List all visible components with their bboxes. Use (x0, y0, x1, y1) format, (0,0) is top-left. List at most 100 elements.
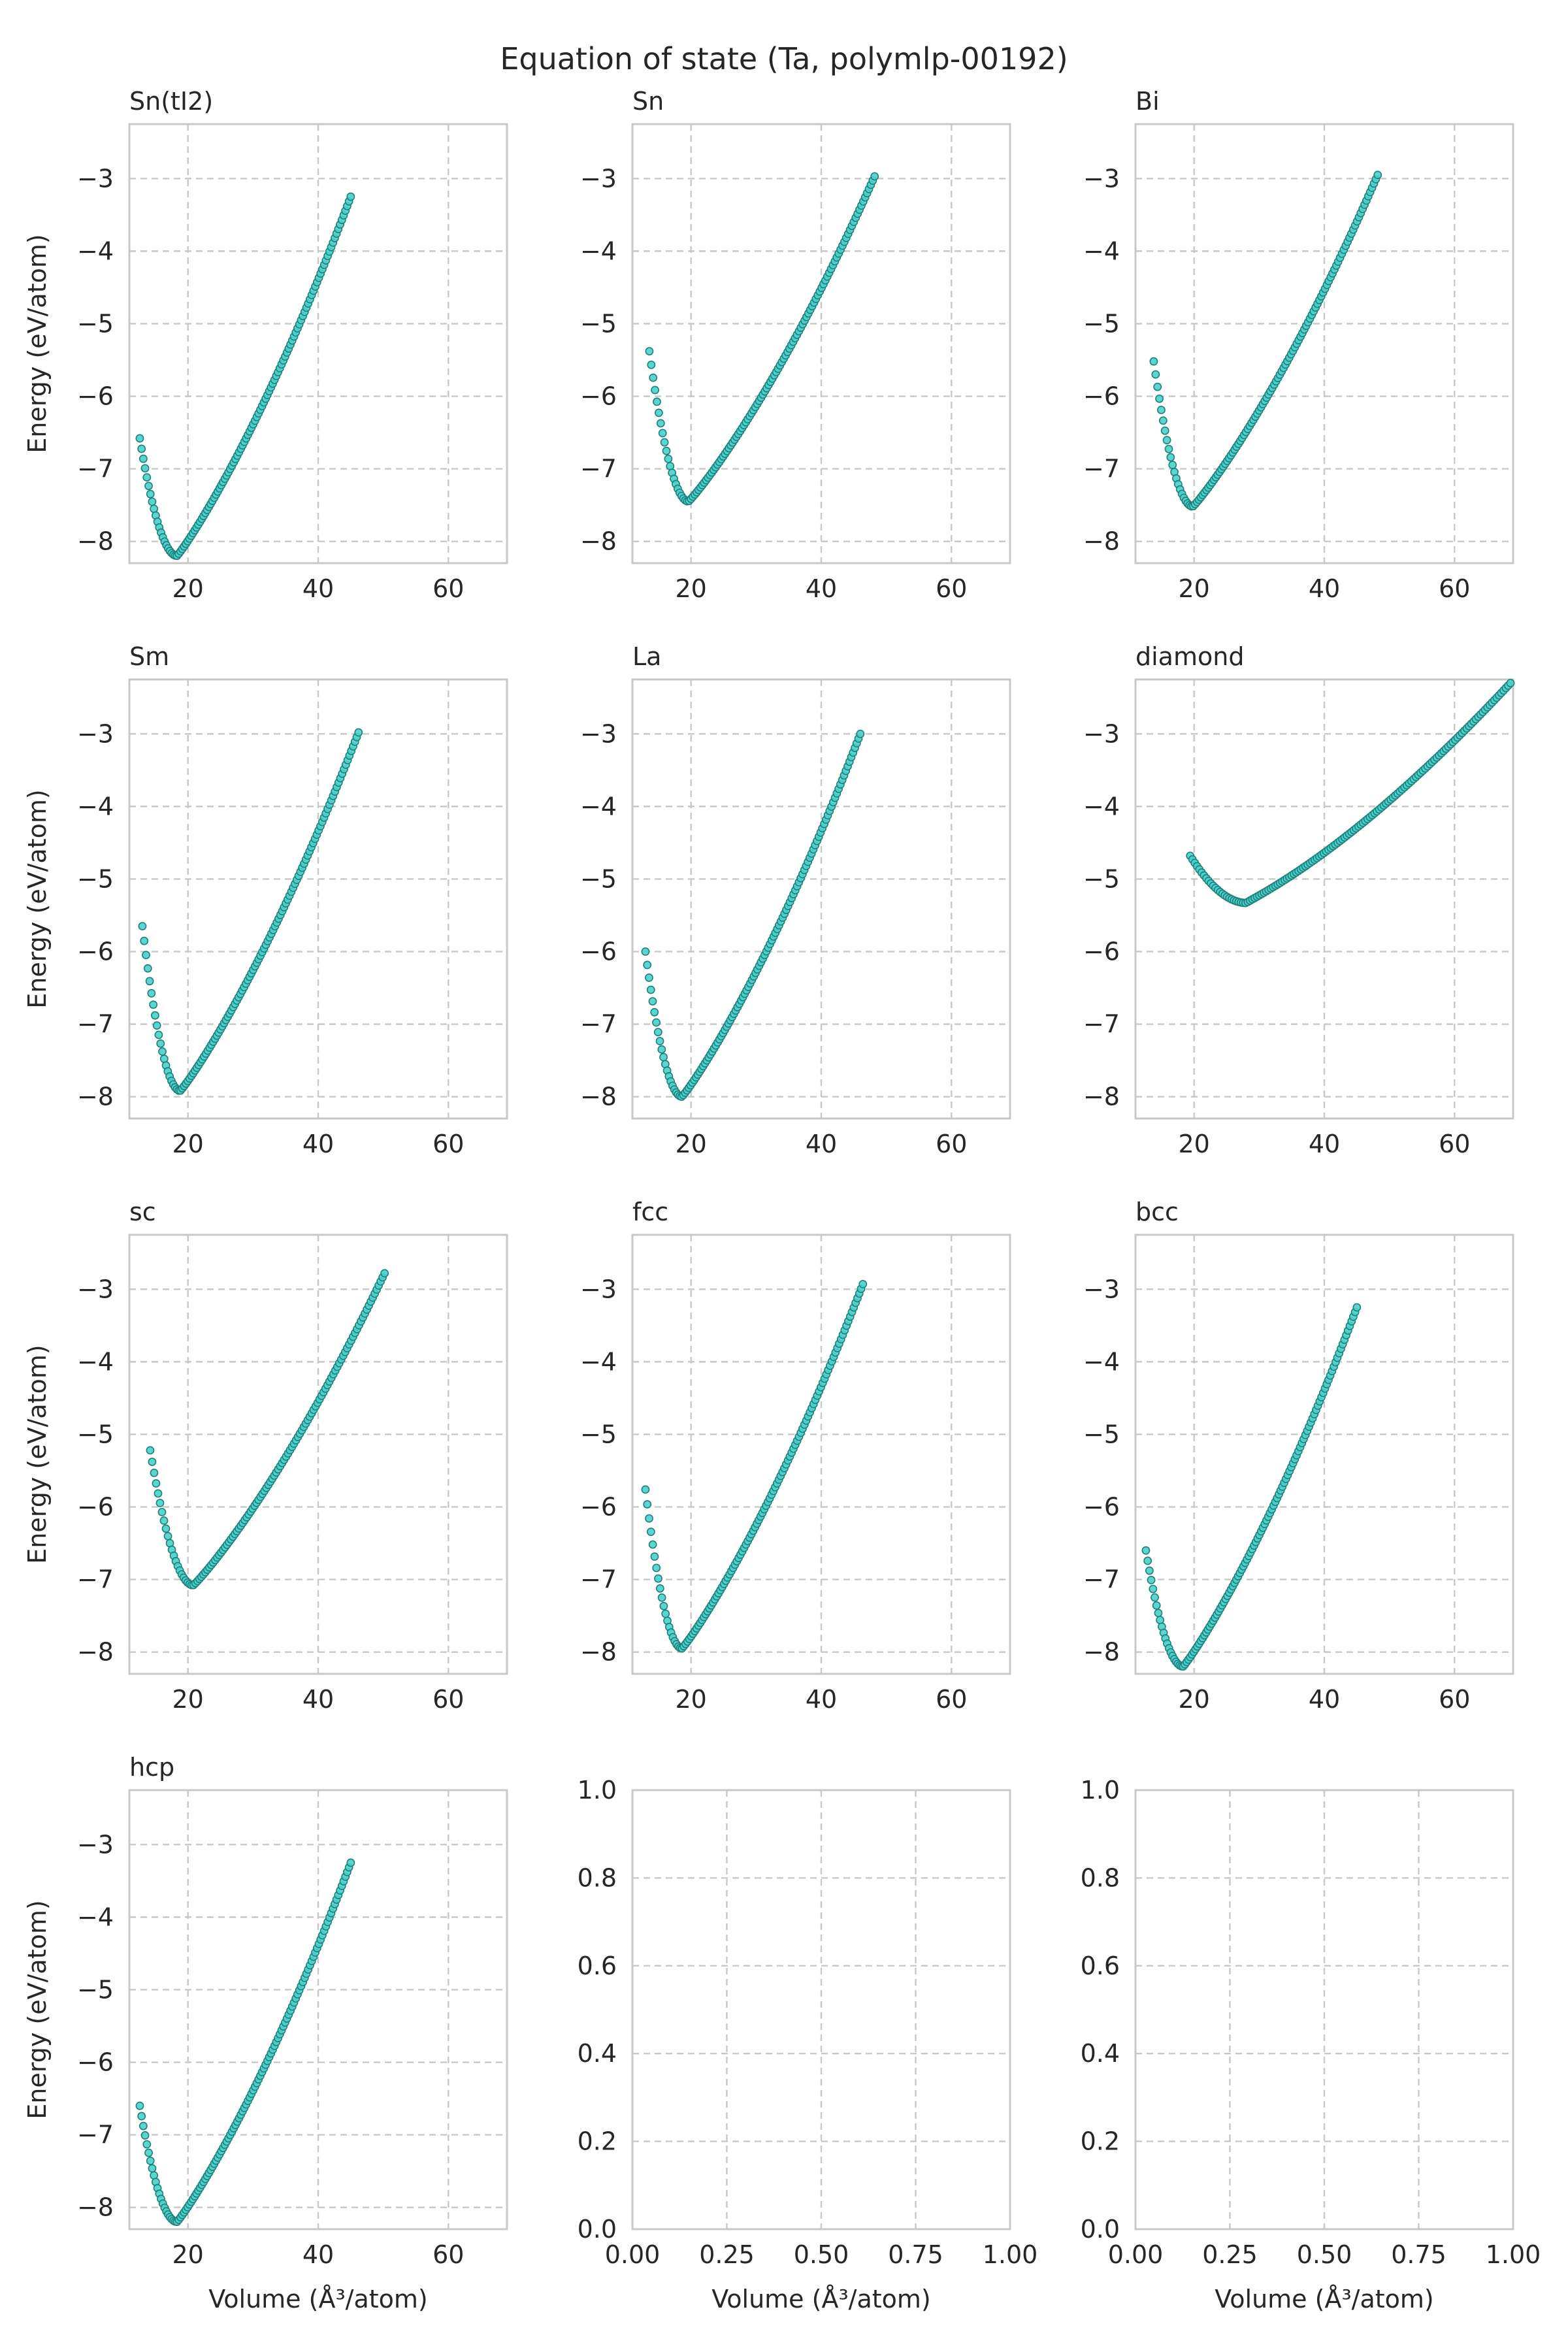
x-tick-label: 0.75 (1391, 2240, 1446, 2269)
data-point (650, 1007, 659, 1017)
x-tick-label: 20 (172, 1130, 204, 1158)
y-tick-label: −7 (580, 455, 617, 483)
data-point (135, 434, 144, 443)
data-point (870, 172, 879, 181)
subplot-empty-10: 0.00 0.25 0.50 0.75 1.00 0.0 0.2 0.4 0.6 0.8 1.0 Vo… (578, 1776, 1038, 2313)
data-point (143, 964, 152, 973)
axes-frame (631, 123, 1011, 564)
y-tick-label: −3 (580, 1275, 617, 1303)
y-tick-label: −4 (1083, 792, 1120, 821)
y-tick-label: −3 (77, 1275, 114, 1303)
y-axis-label: Energy (eV/atom) (23, 789, 52, 1008)
data-point (655, 408, 663, 417)
data-point (156, 1039, 165, 1048)
data-point (139, 454, 148, 463)
data-point (662, 446, 671, 455)
y-tick-label: −4 (77, 792, 114, 821)
data-point (1145, 1566, 1154, 1575)
axes-frame (128, 123, 508, 564)
y-tick-label: −7 (1083, 1010, 1120, 1039)
data-point (649, 373, 658, 382)
y-tick-label: −3 (77, 164, 114, 193)
x-tick-label: 60 (433, 2240, 464, 2269)
data-point (646, 1527, 655, 1537)
data-point (659, 1601, 668, 1610)
data-point (161, 1524, 171, 1533)
data-point (646, 985, 655, 994)
y-tick-label: −6 (580, 382, 617, 411)
data-point (653, 1028, 662, 1037)
data-point (148, 497, 157, 506)
y-tick-label: −6 (1083, 1493, 1120, 1522)
subplot-title: Sn (632, 87, 664, 116)
y-axis-label: Energy (eV/atom) (23, 1345, 52, 1563)
x-tick-label: 60 (1439, 1685, 1470, 1714)
data-point (137, 444, 146, 453)
y-tick-label: −8 (77, 2193, 114, 2222)
y-tick-label: −8 (580, 1638, 617, 1667)
data-series (1149, 171, 1382, 511)
x-axis-label: Volume (Å³/atom) (711, 2285, 931, 2313)
data-point (660, 438, 669, 447)
data-point (152, 1479, 161, 1488)
x-tick-label: 60 (1439, 1130, 1470, 1158)
x-tick-label: 0.75 (888, 2240, 943, 2269)
x-tick-label: 40 (806, 574, 837, 603)
data-point (140, 2131, 150, 2140)
data-point (137, 2112, 146, 2121)
data-point (1160, 426, 1169, 435)
data-point (147, 988, 156, 998)
data-point (142, 473, 152, 482)
y-tick-label: 0.0 (1081, 2215, 1120, 2244)
y-tick-label: −6 (580, 1493, 617, 1522)
data-point (1352, 1303, 1362, 1312)
x-tick-label: 40 (806, 1685, 837, 1714)
y-tick-label: −3 (77, 1830, 114, 1859)
subplot-title: hcp (129, 1753, 174, 1782)
data-point (354, 728, 363, 737)
subplot-hcp: 20 40 60 −8 −7 −6 −5 −4 −3 hcp Energy (eV/atom) Vol… (23, 1753, 508, 2313)
subplot-title: fcc (632, 1198, 668, 1226)
data-series (645, 172, 879, 506)
subplot-la: 20 40 60 −8 −7 −6 −5 −4 −3 La (580, 642, 1011, 1158)
data-point (645, 973, 653, 982)
data-point (138, 922, 147, 931)
x-tick-label: 20 (676, 1685, 707, 1714)
data-point (658, 429, 667, 438)
data-series (135, 192, 355, 561)
subplot-fcc: 20 40 60 −8 −7 −6 −5 −4 −3 fcc (580, 1198, 1011, 1714)
x-tick-label: 20 (676, 1130, 707, 1158)
data-point (150, 504, 159, 514)
x-tick-label: 20 (676, 574, 707, 603)
data-point (664, 454, 673, 463)
y-tick-label: 0.4 (1081, 2039, 1120, 2068)
data-point (145, 977, 154, 986)
y-tick-label: −4 (77, 1903, 114, 1931)
axes-frame (128, 678, 508, 1120)
subplot-bi: 20 40 60 −8 −7 −6 −5 −4 −3 Bi (1083, 87, 1514, 603)
y-tick-label: −6 (77, 1493, 114, 1522)
y-tick-label: −4 (1083, 1347, 1120, 1376)
axes-frame (1134, 1233, 1514, 1675)
x-tick-label: 60 (1439, 574, 1470, 603)
y-tick-label: 0.0 (578, 2215, 617, 2244)
y-tick-label: −7 (77, 1565, 114, 1594)
data-point (146, 489, 155, 498)
y-tick-label: −7 (77, 455, 114, 483)
subplot-title: diamond (1135, 642, 1244, 671)
y-tick-label: −5 (580, 1420, 617, 1448)
x-tick-label: 0.00 (605, 2240, 661, 2269)
y-tick-label: −5 (580, 309, 617, 338)
data-point (142, 951, 150, 960)
x-axis-label: Volume (Å³/atom) (208, 2285, 428, 2313)
y-tick-label: −7 (580, 1565, 617, 1594)
data-point (380, 1269, 389, 1278)
data-point (1162, 436, 1171, 445)
y-tick-label: −4 (580, 237, 617, 265)
data-point (652, 1563, 661, 1573)
data-series (1186, 679, 1515, 907)
data-point (1158, 416, 1168, 425)
data-point (154, 1489, 163, 1498)
y-tick-label: −5 (580, 864, 617, 893)
subplot-title: sc (129, 1198, 156, 1226)
